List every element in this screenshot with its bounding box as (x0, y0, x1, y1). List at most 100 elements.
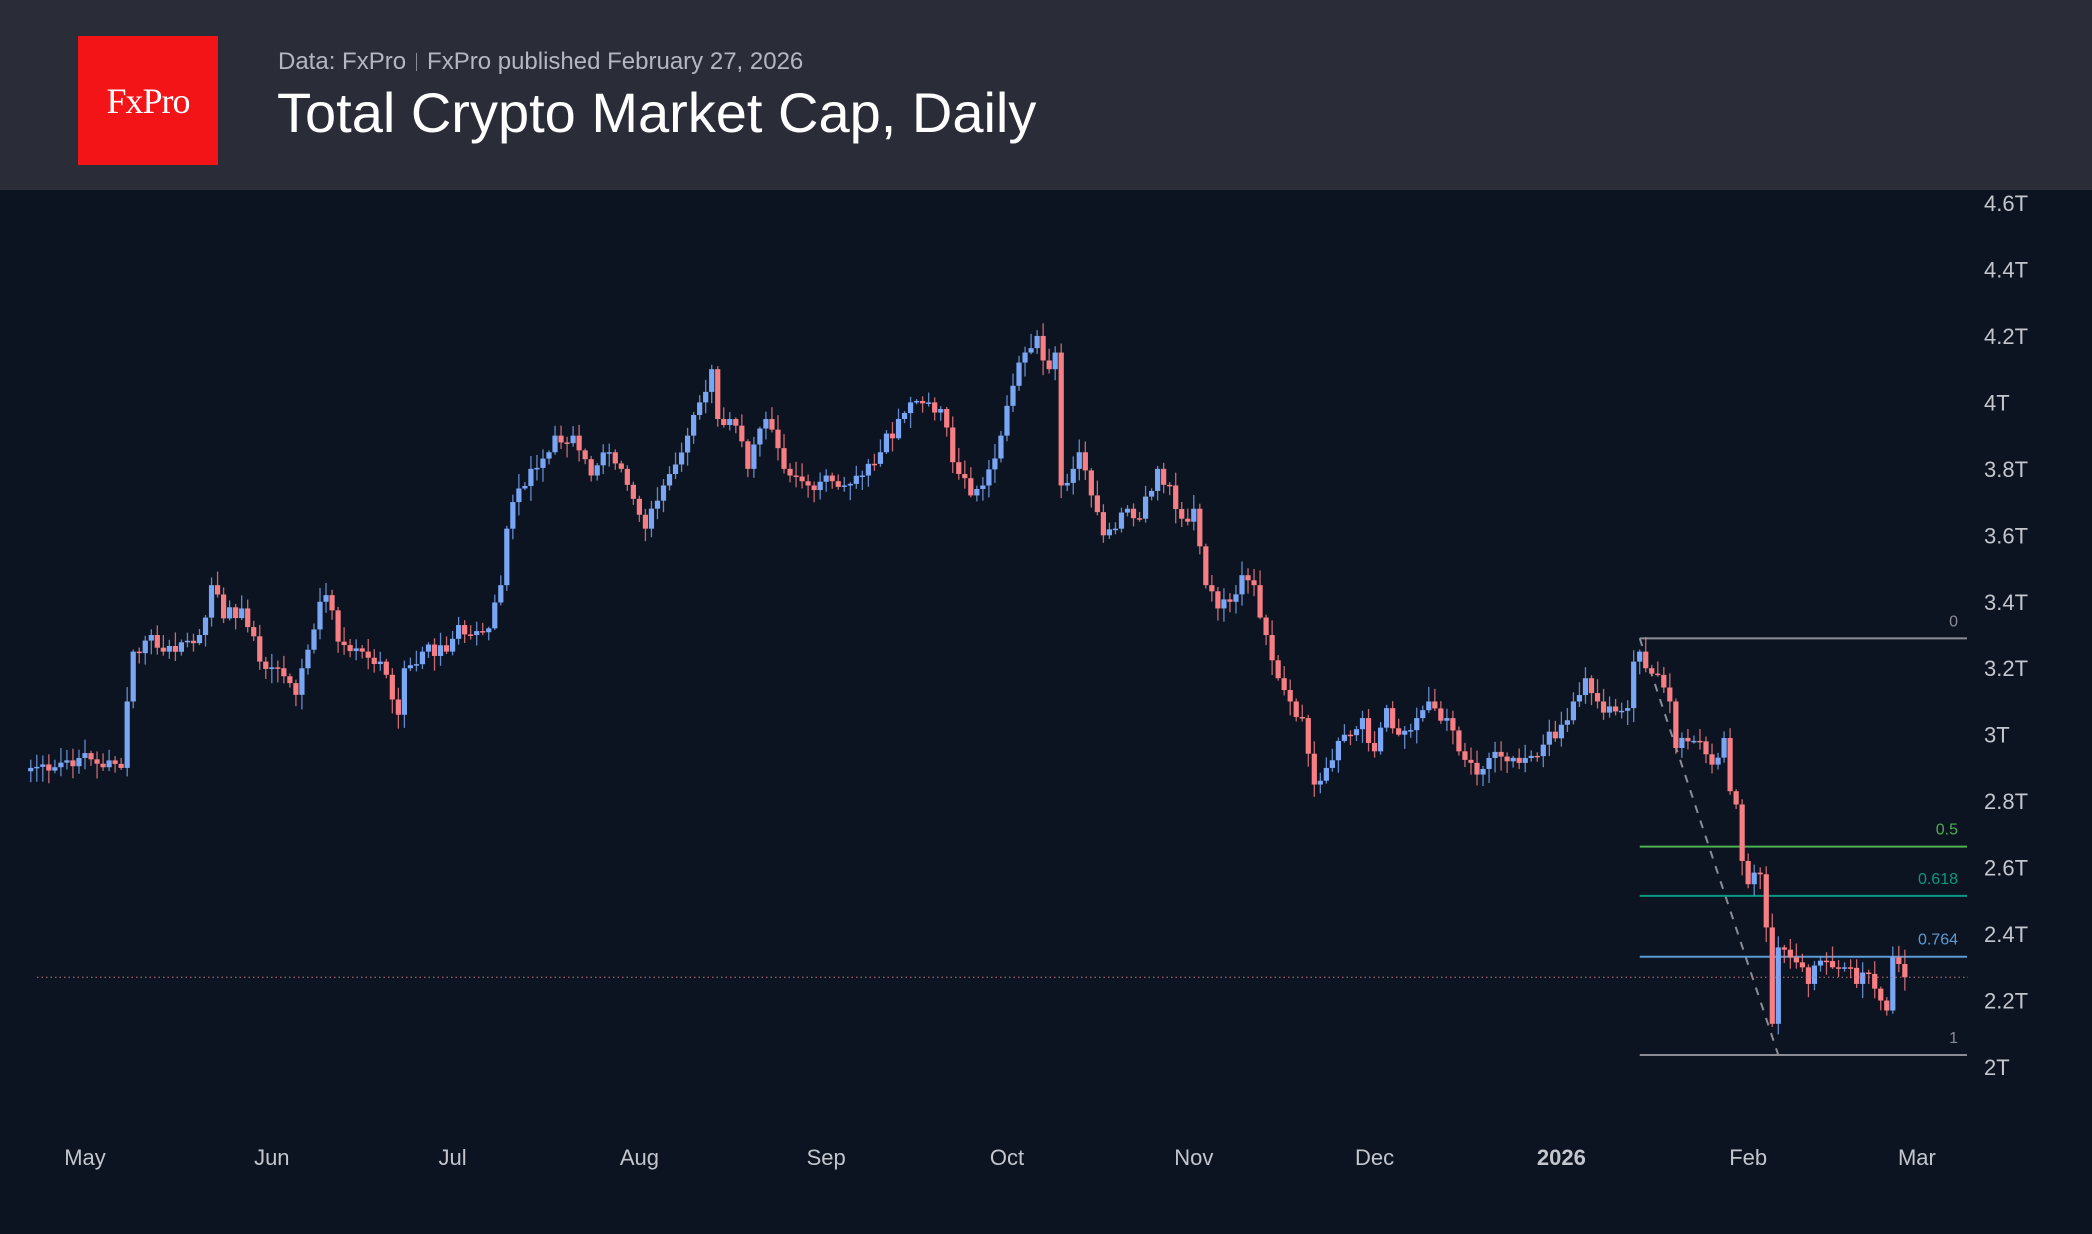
candle-body (1703, 741, 1709, 755)
candle-body (28, 767, 34, 772)
candle-body (70, 760, 76, 767)
candle-body (1715, 757, 1721, 765)
candle-body (220, 594, 227, 619)
candle-body (287, 676, 293, 684)
x-tick-label: Sep (807, 1145, 846, 1170)
candle-body (1353, 729, 1360, 736)
y-tick-label: 4.6T (1984, 191, 2028, 216)
candle-body (630, 484, 636, 499)
candle-body (787, 468, 793, 476)
candle-body (1197, 508, 1203, 547)
candle-body (1854, 967, 1860, 984)
candle-body (1552, 731, 1558, 739)
candle-body (468, 634, 474, 636)
y-tick-label: 4.4T (1984, 257, 2028, 282)
candle-body (449, 638, 456, 652)
candle-body (1022, 352, 1028, 363)
candle-body (1667, 687, 1673, 702)
candle-body (323, 595, 329, 602)
candle-body (1564, 720, 1570, 725)
candle-body (263, 661, 269, 669)
candle-body (962, 474, 968, 479)
candle-body (1613, 706, 1619, 712)
candle-body (660, 485, 667, 501)
candle-body (998, 435, 1004, 459)
candle-body (1709, 754, 1715, 765)
candle-body (1516, 757, 1522, 763)
candle-body (920, 400, 926, 404)
candle-body (751, 444, 757, 469)
candle-body (1896, 957, 1902, 964)
candle-body (1733, 791, 1739, 805)
candle-body (311, 629, 317, 650)
candle-body (341, 641, 347, 646)
candle-body (190, 640, 197, 644)
candle-body (94, 759, 100, 764)
candle-body (763, 419, 769, 429)
candle-body (1878, 988, 1884, 1001)
candle-body (853, 475, 859, 484)
y-tick-label: 3.6T (1984, 523, 2028, 548)
candle-body (1070, 468, 1076, 483)
candle-body (1269, 635, 1275, 661)
candle-body (1498, 751, 1504, 757)
candle-body (1136, 518, 1143, 520)
candle-body (1576, 695, 1583, 702)
candle-body (1540, 744, 1546, 757)
candle-body (1377, 727, 1384, 752)
candle-body (1215, 591, 1221, 609)
logo-text: FxPro (106, 80, 190, 121)
candle-body (1094, 495, 1100, 513)
candle-body (666, 474, 673, 486)
subtitle: Data: FxPro FxPro published February 27, … (278, 48, 803, 76)
candle-body (172, 645, 178, 652)
candle-body (1191, 508, 1197, 522)
candle-body (1866, 972, 1872, 975)
candle-body (805, 481, 811, 486)
candle-body (1450, 718, 1456, 731)
candle-body (317, 601, 323, 630)
candle-body (214, 585, 221, 595)
candle-body (1275, 660, 1281, 679)
candle-body (486, 628, 492, 633)
x-tick-label: Oct (990, 1145, 1024, 1170)
candle-body (1040, 335, 1046, 361)
separator (416, 53, 418, 71)
candle-body (1643, 651, 1649, 669)
candle-body (642, 514, 649, 529)
candle-body (588, 459, 594, 476)
candle-body (721, 419, 727, 426)
candle-body (353, 648, 359, 652)
candle-body (618, 463, 624, 469)
candle-body (895, 419, 902, 439)
candle-body (166, 645, 172, 652)
candle-body (799, 476, 805, 482)
candle-body (1106, 529, 1113, 536)
candle-body (600, 452, 606, 466)
fib-level-label: 0 (1949, 613, 1958, 630)
candle-body (829, 475, 835, 482)
candle-body (1811, 965, 1818, 984)
candle-body (1287, 690, 1293, 702)
candle-body (431, 644, 438, 656)
candle-body (480, 631, 486, 633)
candle-body (383, 661, 389, 675)
x-tick-label: Jun (254, 1145, 289, 1170)
candle-body (58, 762, 64, 768)
candle-body (329, 595, 335, 611)
candle-body (817, 481, 823, 491)
candle-body (739, 425, 745, 442)
candle-body (1558, 724, 1564, 739)
candle-body (1185, 518, 1191, 522)
candle-body (1142, 496, 1149, 519)
candle-body (1426, 701, 1432, 711)
candle-body (745, 441, 751, 469)
candle-body (1691, 740, 1697, 743)
candle-body (257, 636, 263, 662)
candle-body (1034, 335, 1040, 349)
candle-body (510, 502, 516, 529)
candle-body (1637, 651, 1643, 662)
candle-body (1257, 585, 1263, 618)
x-tick-label: May (64, 1145, 106, 1170)
